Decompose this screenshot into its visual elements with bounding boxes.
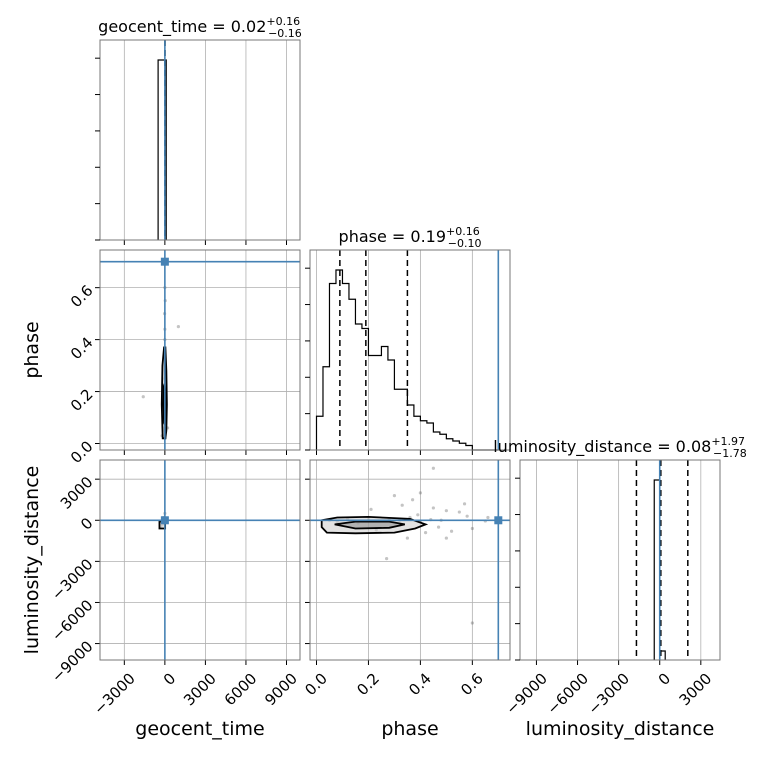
sample-point: [410, 498, 415, 502]
panel-frame: [99, 249, 301, 451]
hist-panel-geocent_time: [99, 39, 301, 245]
scatter-panel-phase-vs-geocent_time: [95, 249, 301, 455]
sample-point: [470, 526, 474, 531]
sample-point: [418, 491, 422, 495]
title-geocent_time: geocent_time = 0.02+0.16 −0.16: [98, 15, 302, 40]
panel-frame: [99, 39, 301, 241]
hist-panel-phase: [309, 249, 511, 455]
panel-frame: [309, 249, 511, 451]
x-tick-label-luminosity_distance: −6000: [543, 670, 592, 719]
title-upper-error: +0.16: [266, 15, 300, 28]
sample-point: [444, 509, 448, 513]
panel-frame: [519, 459, 721, 661]
panel-content: [100, 250, 300, 450]
sample-point: [369, 507, 373, 511]
y-tick-label-luminosity_distance: −6000: [48, 596, 97, 645]
title-main: geocent_time = 0.02: [98, 17, 266, 37]
x-tick-label-luminosity_distance: 3000: [676, 670, 716, 710]
y-axis-label-luminosity_distance: luminosity_distance: [21, 466, 43, 655]
x-tick-label-phase: 0.4: [405, 670, 435, 700]
hist-panel-luminosity_distance: [519, 459, 721, 665]
title-upper-error: +0.16: [446, 225, 480, 238]
scatter-panel-luminosity_distance-vs-geocent_time: [95, 459, 301, 665]
scatter-panel-luminosity_distance-vs-phase: [305, 459, 511, 665]
y-tick-label-luminosity_distance: 3000: [57, 473, 97, 513]
sample-point: [141, 395, 145, 399]
panel-frame: [99, 459, 301, 661]
y-tick-label-phase: 0.4: [67, 333, 97, 363]
x-axis-label-geocent_time: geocent_time: [135, 718, 264, 740]
sample-point: [431, 506, 435, 510]
sample-point: [449, 529, 454, 533]
histogram-phase: [315, 269, 499, 451]
y-tick-label-phase: 0.0: [67, 437, 97, 467]
sample-point: [176, 325, 180, 329]
x-axis-label-phase: phase: [381, 718, 438, 740]
sample-point: [392, 494, 397, 498]
title-luminosity_distance: luminosity_distance = 0.08+1.97 −1.78: [493, 435, 747, 460]
x-tick-label-geocent_time: 6000: [221, 670, 261, 710]
y-tick-label-luminosity_distance: −3000: [48, 555, 97, 604]
panel-frame: [309, 459, 511, 661]
x-tick-label-phase: 0.2: [353, 670, 383, 700]
panel-content: [100, 460, 300, 660]
sample-point: [416, 513, 420, 517]
sample-point: [385, 557, 389, 561]
x-tick-label-geocent_time: 3000: [180, 670, 220, 710]
title-lower-error: −0.16: [268, 27, 302, 40]
y-tick-label-luminosity_distance: 0: [77, 514, 96, 533]
panel-content: [310, 460, 510, 660]
x-tick-label-luminosity_distance: 0: [655, 670, 674, 689]
title-main: luminosity_distance = 0.08: [493, 437, 711, 457]
x-tick-label-luminosity_distance: −9000: [502, 670, 551, 719]
title-phase: phase = 0.19+0.16 −0.10: [339, 225, 482, 250]
x-tick-label-luminosity_distance: −3000: [585, 670, 634, 719]
sample-point: [465, 514, 469, 518]
y-tick-label-luminosity_distance: −9000: [48, 637, 97, 686]
truth-marker: [494, 516, 503, 525]
sample-point: [423, 531, 428, 535]
title-lower-error: −0.10: [448, 237, 482, 250]
sample-point: [444, 536, 448, 540]
sample-point: [436, 525, 441, 529]
sample-point: [431, 466, 435, 470]
x-tick-label-geocent_time: 9000: [261, 670, 301, 710]
x-axis-label-luminosity_distance: luminosity_distance: [526, 718, 715, 740]
sample-point: [486, 515, 490, 520]
y-tick-label-phase: 0.2: [67, 385, 97, 415]
title-upper-error: +1.97: [711, 435, 745, 448]
truth-marker: [160, 516, 169, 525]
y-tick-label-phase: 0.6: [67, 281, 97, 311]
sample-point: [405, 536, 410, 540]
sample-point: [457, 510, 461, 514]
sample-point: [462, 502, 467, 506]
x-tick-label-phase: 0.6: [457, 670, 487, 700]
title-main: phase = 0.19: [339, 227, 446, 246]
x-tick-label-geocent_time: −3000: [90, 670, 139, 719]
title-lower-error: −1.78: [713, 447, 747, 460]
x-tick-label-geocent_time: 0: [160, 670, 179, 689]
sample-point: [470, 621, 474, 625]
x-tick-label-phase: 0.0: [301, 670, 331, 700]
y-axis-label-phase: phase: [21, 321, 43, 378]
sample-point: [400, 503, 404, 507]
truth-marker: [160, 257, 169, 266]
density-contour: [334, 520, 405, 530]
